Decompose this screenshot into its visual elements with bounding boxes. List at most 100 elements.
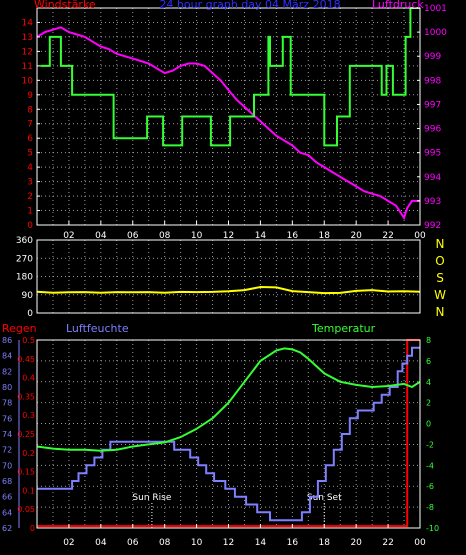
pressure-tick-label: 992 (424, 221, 441, 231)
x-tick-label: 14 (255, 538, 267, 548)
compass-label: N (436, 237, 445, 251)
pressure-tick-label: 999 (424, 52, 441, 62)
humidity-tick-label: 80 (2, 383, 12, 392)
rain-tick-label: 0.5 (22, 336, 35, 345)
humidity-tick-label: 68 (2, 477, 12, 486)
direction-tick-label: 360 (16, 236, 33, 246)
series-layer (36, 7, 420, 221)
wind-tick-label: 9 (27, 91, 33, 101)
x-tick-label: 20 (350, 538, 362, 548)
rain-tick-label: 0.15 (17, 468, 35, 477)
wind-tick-label: 6 (27, 134, 33, 144)
temperature-tick-label: -2 (426, 440, 434, 449)
compass-label: S (436, 271, 444, 285)
pressure-tick-label: 995 (424, 149, 441, 159)
pressure-tick-label: 996 (424, 125, 441, 135)
humidity-axis-label: Luftfeuchte (66, 322, 129, 335)
temperature-tick-label: -10 (426, 524, 439, 533)
temperature-line (36, 347, 421, 452)
wind-tick-label: 10 (22, 76, 34, 86)
wind-tick-label: 3 (27, 178, 33, 188)
wind-tick-label: 0 (27, 221, 33, 231)
pressure-tick-label: 1001 (424, 4, 447, 14)
x-tick-label: 08 (159, 538, 171, 548)
rain-tick-label: 0.25 (17, 430, 35, 439)
rain-tick-label: 0.45 (17, 355, 35, 364)
pressure-axis-ticks: 992 993 994 995 996 997 998 999 1000 1001 (417, 4, 447, 231)
humidity-axis-ticks: 62 64 66 68 70 72 74 76 78 80 82 84 86 (2, 336, 20, 533)
compass-label: O (435, 254, 444, 268)
grid (37, 240, 420, 313)
x-tick-label: 18 (319, 231, 331, 241)
temperature-axis-label: Temperatur (311, 322, 376, 335)
wind-tick-label: 11 (22, 62, 33, 72)
humidity-tick-label: 86 (2, 336, 12, 345)
humidity-tick-label: 76 (2, 414, 12, 423)
humidity-tick-label: 82 (2, 367, 12, 376)
pressure-tick-label: 1000 (424, 28, 447, 38)
x-axis-ticks: 02 04 06 08 10 12 14 16 18 20 22 00 (63, 524, 426, 548)
wind-tick-label: 7 (27, 120, 33, 130)
temperature-tick-label: 6 (426, 357, 431, 366)
sun-marker-label: Sun Set (307, 493, 342, 503)
x-tick-label: 16 (287, 231, 299, 241)
wind-tick-label: 13 (22, 33, 33, 43)
temperature-tick-label: -4 (426, 461, 434, 470)
x-tick-label: 22 (382, 231, 393, 241)
humidity-tick-label: 84 (2, 352, 12, 361)
wind-tick-label: 8 (27, 105, 33, 115)
x-tick-label: 22 (382, 538, 393, 548)
x-tick-label: 04 (95, 538, 107, 548)
wind-direction-line (36, 285, 421, 295)
humidity-tick-label: 66 (2, 493, 12, 502)
temperature-tick-label: 8 (426, 336, 431, 345)
rain-axis-ticks: 0 0.05 0.1 0.15 0.2 0.25 0.3 0.35 0.4 0.45 0.5 (17, 336, 35, 533)
sun-annotations: Sun Rise Sun Set (132, 493, 342, 528)
rain-axis-label: Regen (2, 322, 37, 335)
x-tick-label: 12 (223, 231, 234, 241)
rain-tick-label: 0.35 (17, 392, 35, 401)
wind-tick-label: 14 (22, 18, 34, 28)
x-tick-label: 02 (63, 231, 74, 241)
humidity-tick-label: 74 (2, 430, 12, 439)
rain-tick-label: 0.05 (17, 505, 35, 514)
temperature-tick-label: -8 (426, 503, 434, 512)
humidity-tick-label: 70 (2, 461, 12, 470)
x-tick-label: 10 (191, 538, 203, 548)
series-layer (36, 285, 421, 295)
rain-tick-label: 0 (30, 524, 35, 533)
compass-label: N (436, 305, 445, 319)
temperature-tick-label: 0 (426, 420, 431, 429)
direction-tick-label: 0 (27, 309, 33, 319)
rain-tick-label: 0.2 (22, 449, 35, 458)
x-tick-label: 06 (127, 538, 139, 548)
temperature-tick-label: 2 (426, 399, 431, 408)
wind-line (40, 7, 420, 147)
rain-tick-label: 0.1 (22, 486, 35, 495)
plot-frame (36, 239, 421, 314)
direction-tick-label: 270 (16, 254, 33, 264)
x-tick-label: 10 (191, 231, 203, 241)
temperature-tick-label: -6 (426, 482, 434, 491)
pressure-tick-label: 998 (424, 76, 441, 86)
x-tick-label: 02 (63, 538, 74, 548)
rain-tick-label: 0.3 (22, 411, 35, 420)
wind-axis-label: Windstärke (34, 0, 96, 11)
sun-marker-label: Sun Rise (132, 493, 171, 503)
temperature-tick-label: 4 (426, 378, 431, 387)
pressure-tick-label: 997 (424, 100, 441, 110)
chart-title: 24 hour graph day 04 März 2018 (159, 0, 340, 11)
pressure-tick-label: 993 (424, 197, 441, 207)
wind-tick-label: 5 (27, 149, 33, 159)
humidity-tick-label: 78 (2, 399, 12, 408)
wind-tick-label: 12 (22, 47, 33, 57)
rain-tick-label: 0.4 (22, 374, 35, 383)
humidity-tick-label: 72 (2, 446, 12, 455)
direction-tick-label: 180 (16, 273, 33, 283)
humidity-tick-label: 62 (2, 524, 12, 533)
